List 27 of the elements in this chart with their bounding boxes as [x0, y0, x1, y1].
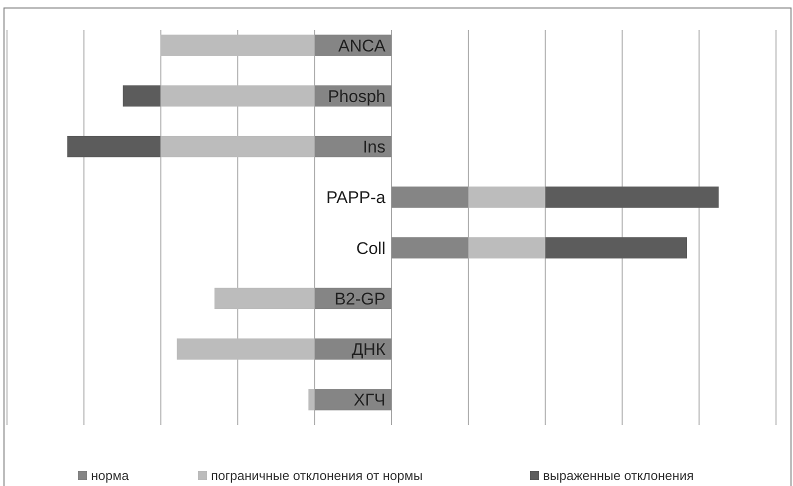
y-tick-label: Phosph [328, 86, 386, 106]
bar [160, 136, 315, 158]
bar [314, 389, 392, 410]
y-tick-label: ДНК [352, 340, 386, 360]
legend-label: норма [91, 468, 130, 483]
bar [67, 136, 160, 158]
y-tick-label: PAPP-a [326, 188, 386, 208]
y-tick-label: B2-GP [334, 289, 386, 308]
bar [545, 237, 687, 258]
bar [392, 186, 468, 208]
y-tick-label: Coll [356, 238, 386, 258]
bar [214, 288, 315, 310]
bar [160, 85, 315, 107]
bar [160, 34, 315, 56]
bar [176, 338, 315, 360]
bar [468, 237, 546, 258]
bar [308, 389, 315, 410]
y-tick-label: ХГЧ [354, 390, 386, 410]
bar [122, 85, 160, 107]
legend-label: пограничные отклонения от нормы [211, 468, 423, 483]
bar [468, 186, 546, 208]
legend-label: выраженные отклонения [543, 468, 694, 483]
bar [314, 136, 392, 158]
bar [392, 237, 468, 258]
y-tick-label: Ins [362, 138, 386, 157]
y-tick-label: ANCA [338, 36, 386, 56]
bar [545, 186, 719, 208]
